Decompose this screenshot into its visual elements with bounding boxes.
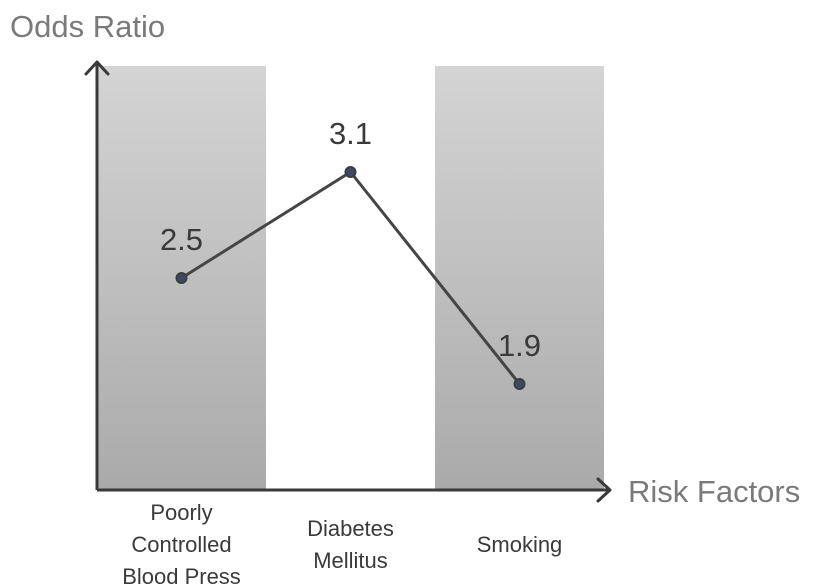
category-label-line: Blood Press [122,564,241,585]
category-label-line: Diabetes [307,516,394,541]
category-label-line: Poorly [150,500,212,525]
x-axis-title: Risk Factors [628,474,800,509]
category-label: Smoking [477,532,563,557]
axes [84,60,612,503]
series-odds-ratio [175,166,526,390]
data-point [344,166,357,178]
category-label: Poorly Controlled Blood Press [122,500,241,585]
data-label: 1.9 [498,328,541,363]
category-label-line: Smoking [477,532,563,557]
category-band [435,66,604,490]
category-label-line: Mellitus [313,548,388,573]
category-labels: Poorly Controlled Blood Press Diabetes Melli… [122,500,562,585]
data-point [175,272,188,284]
y-axis-title: Odds Ratio [10,9,165,44]
data-labels: 2.5 3.1 1.9 [160,116,541,363]
category-bands [97,66,604,490]
data-point [513,378,526,390]
x-axis-arrowhead [596,477,612,503]
y-axis-arrowhead [84,60,110,76]
data-label: 3.1 [329,116,372,151]
category-label-line: Controlled [131,532,231,557]
category-label: Diabetes Mellitus [307,516,394,573]
data-label: 2.5 [160,222,203,257]
